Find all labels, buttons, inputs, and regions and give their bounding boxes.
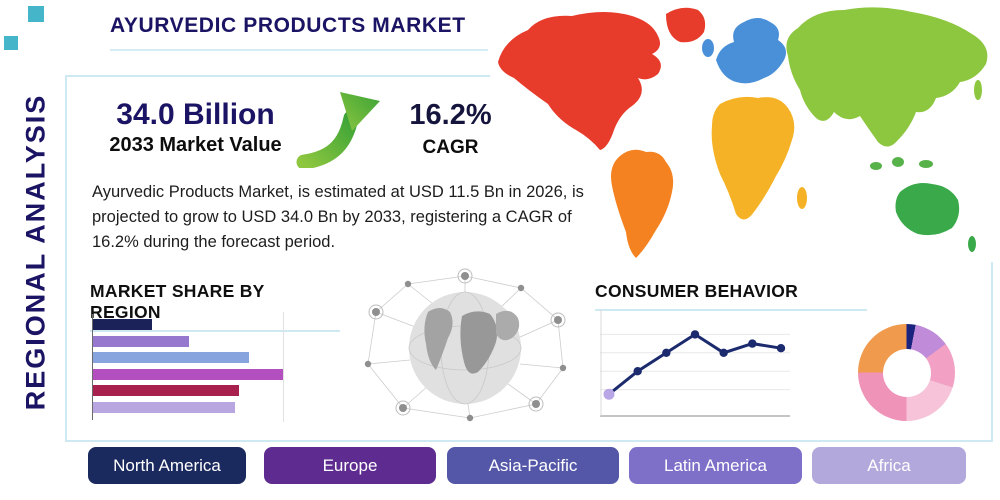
world-map [498, 7, 988, 258]
content-border-left [65, 75, 67, 442]
line-chart-grid [600, 310, 790, 417]
donut-hole [882, 348, 931, 397]
region-button-africa[interactable]: Africa [812, 447, 966, 484]
bar-segment-3 [93, 368, 285, 380]
region-button-latin-america[interactable]: Latin America [629, 447, 802, 484]
line-point-2 [662, 348, 671, 357]
line-chart [600, 310, 790, 417]
vertical-section-label: REGIONAL ANALYSIS [20, 93, 51, 411]
continent-africa [711, 96, 795, 220]
bar-segment-2 [93, 352, 249, 363]
bar-segment-1 [93, 335, 189, 347]
bar-chart [92, 314, 288, 420]
island-uk [702, 39, 714, 57]
island-new-zealand [968, 236, 976, 252]
line-point-1 [633, 367, 642, 376]
line-point-6 [776, 344, 786, 353]
line-point-4 [719, 348, 728, 357]
line-point-3 [690, 330, 700, 339]
consumer-donut-chart [858, 324, 955, 421]
line-point-5 [748, 339, 757, 348]
deco-square-top [28, 6, 44, 22]
market-share-heading: MARKET SHARE BY REGION [90, 281, 340, 332]
cagr-block: 16.2% CAGR [398, 99, 503, 159]
continent-north-america [498, 12, 661, 150]
bar-chart-gridline [283, 312, 284, 422]
market-description: Ayurvedic Products Market, is estimated … [92, 183, 584, 252]
region-button-asia-pacific[interactable]: Asia-Pacific [447, 447, 619, 484]
page-title: AYURVEDIC PRODUCTS MARKET [110, 14, 466, 37]
island-newguinea [919, 160, 933, 168]
market-value-block: 34.0 Billion 2033 Market Value [88, 98, 303, 157]
content-border-right [991, 262, 993, 442]
globe-network-illustration [364, 268, 567, 422]
cagr-label: CAGR [422, 136, 479, 158]
network-node-rings [368, 268, 566, 416]
region-button-europe[interactable]: Europe [264, 447, 436, 484]
region-button-north-america[interactable]: North America [88, 447, 246, 484]
continent-australia [895, 183, 960, 236]
island-madagascar [797, 187, 807, 209]
content-border-bottom [65, 440, 993, 442]
island-borneo [892, 157, 904, 167]
globe-landmass-center [460, 311, 498, 374]
island-sumatra [870, 162, 882, 170]
cagr-value: 16.2% [409, 99, 492, 131]
growth-arrow-icon [296, 92, 380, 168]
island-greenland [666, 7, 706, 43]
bar-segment-4 [93, 385, 240, 396]
continent-south-america [611, 149, 674, 258]
deco-square-left [4, 36, 18, 50]
continent-europe [716, 18, 786, 84]
bar-segment-0 [93, 319, 152, 330]
content-border-top [65, 75, 490, 77]
market-value-label: 2033 Market Value [109, 134, 282, 156]
continent-asia [786, 7, 988, 147]
line-chart-series [603, 330, 786, 400]
title-underline [110, 49, 488, 51]
bar-segment-5 [93, 401, 236, 413]
market-value-amount: 34.0 Billion [116, 98, 275, 131]
globe-landmass-east [496, 310, 520, 341]
network-nodes [364, 272, 567, 422]
globe-landmass-west [424, 308, 453, 370]
consumer-behavior-heading: CONSUMER BEHAVIOR [595, 281, 867, 311]
island-japan [974, 80, 982, 100]
line-point-0 [603, 388, 615, 400]
